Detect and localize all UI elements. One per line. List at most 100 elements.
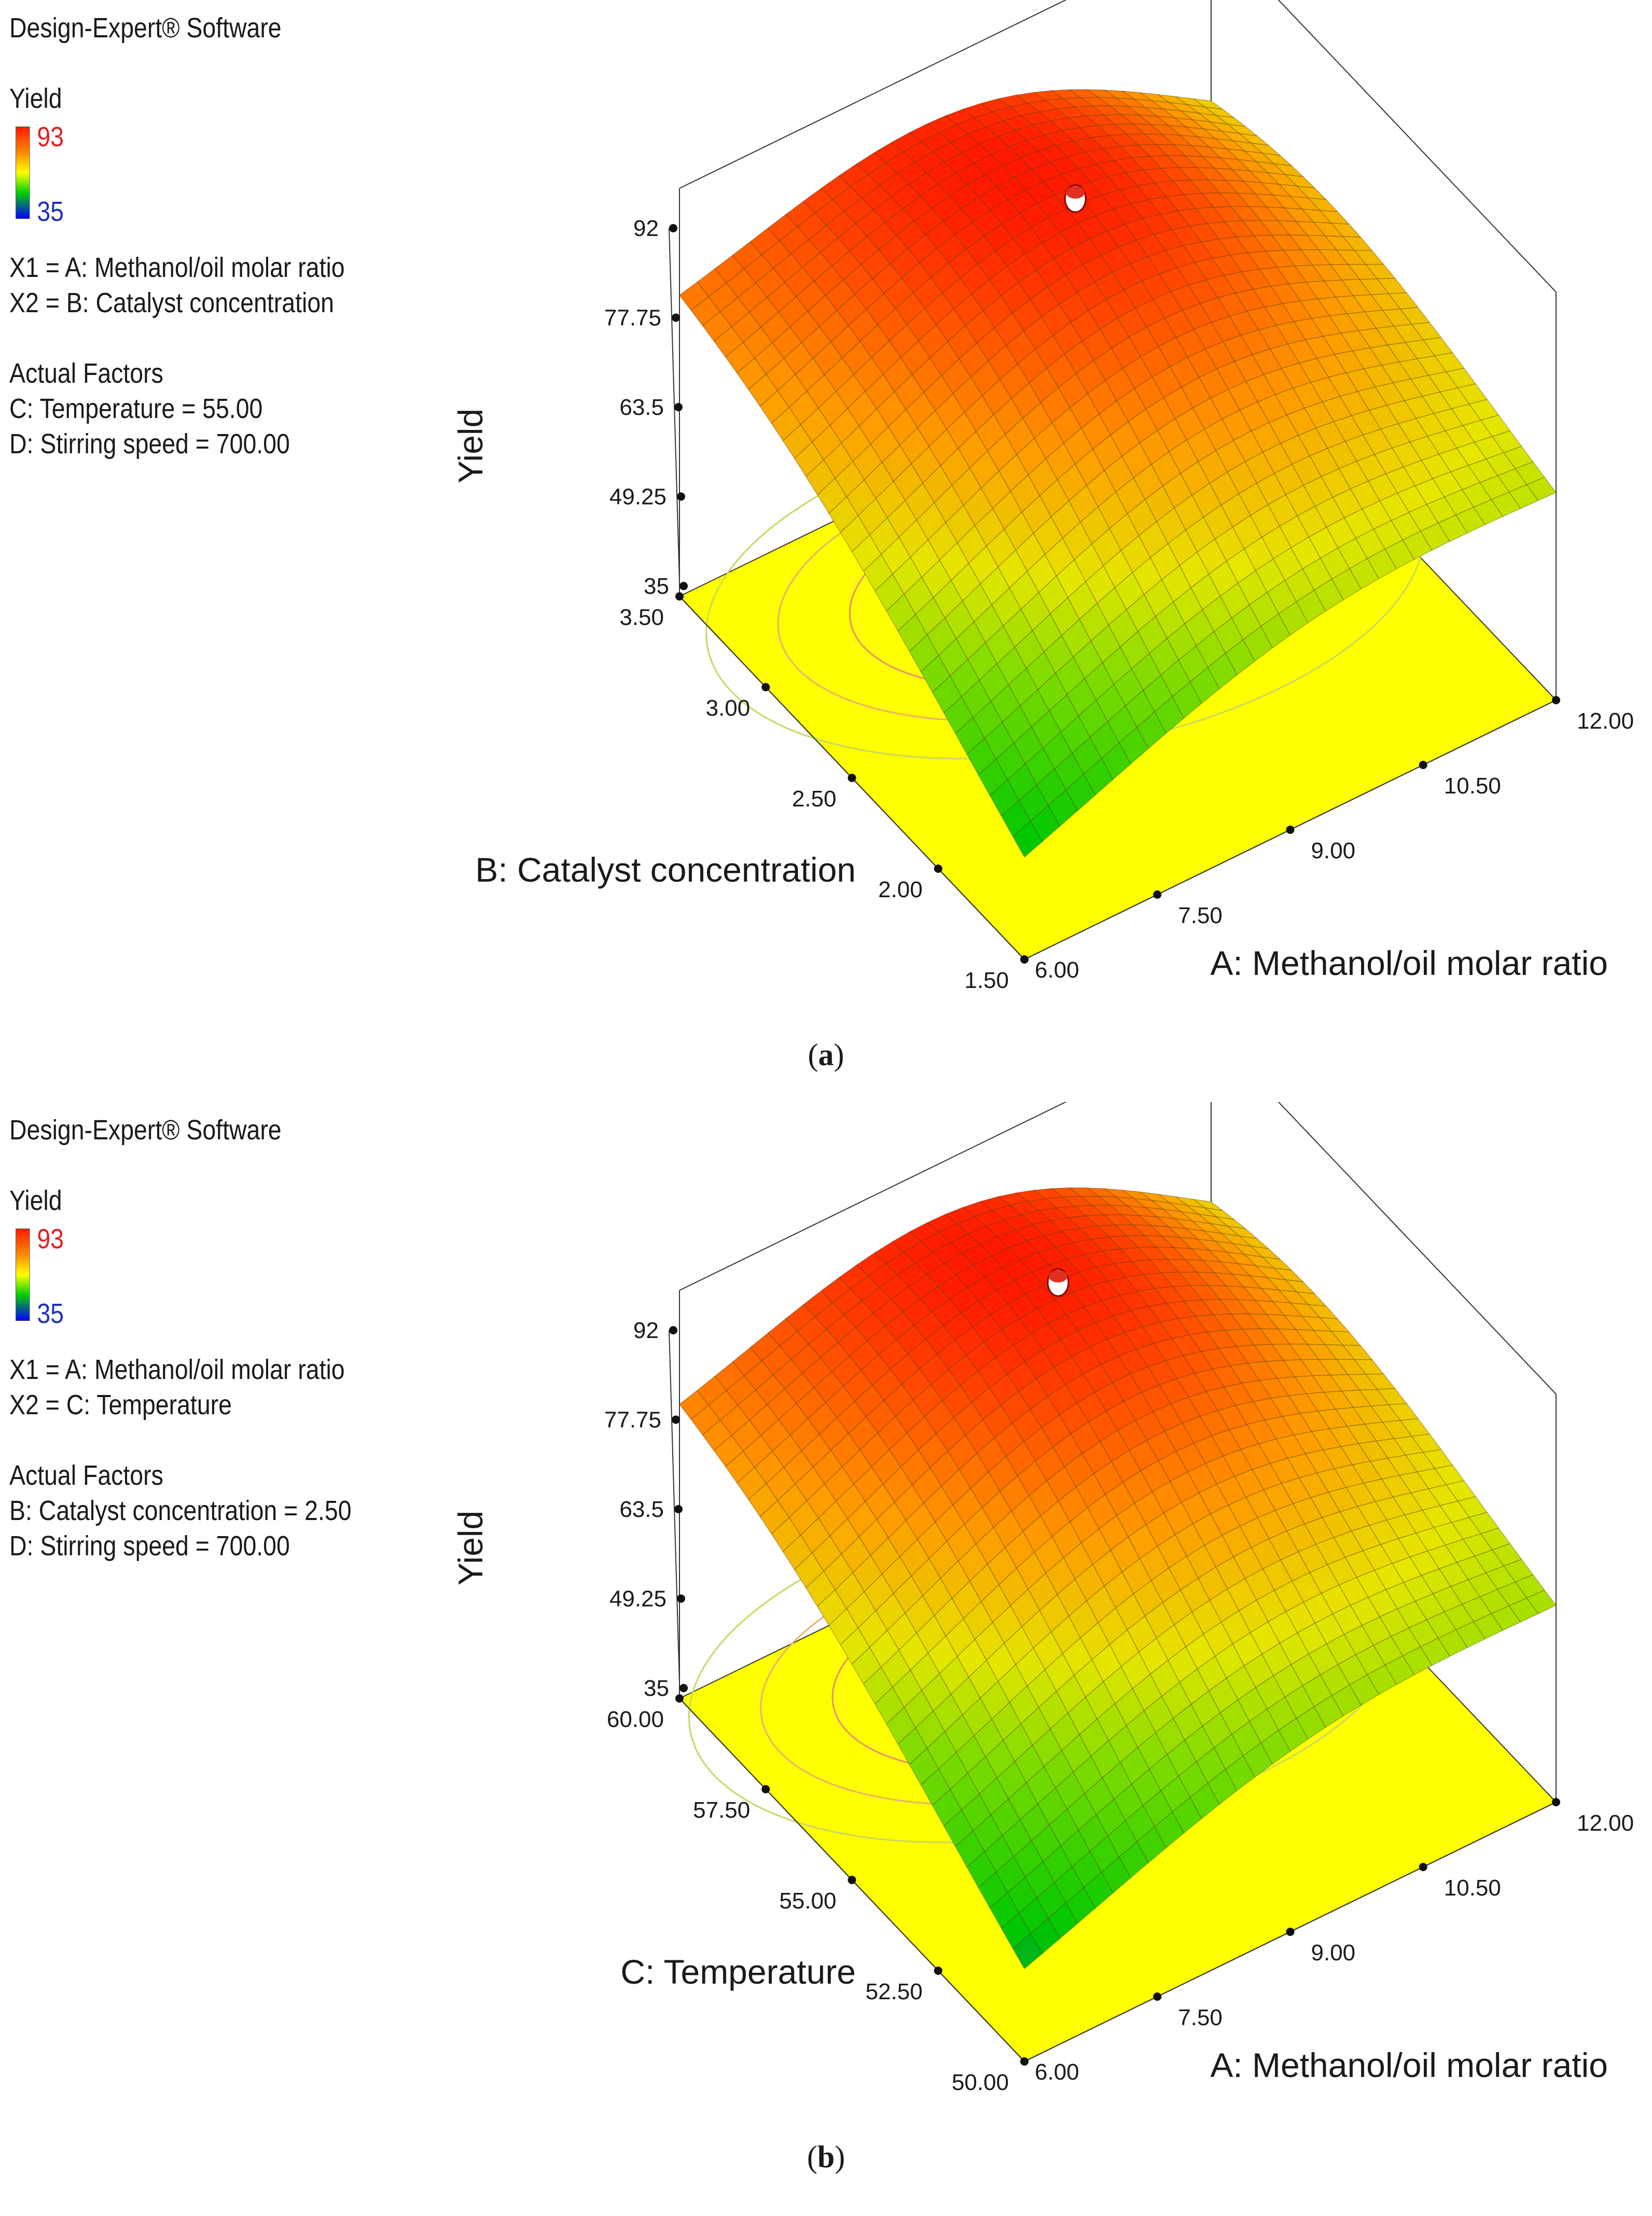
x-axis-title: A: Methanol/oil molar ratio xyxy=(1210,2046,1608,2084)
software-label: Design-Expert® Software xyxy=(9,12,282,44)
actual-factor: C: Temperature = 55.00 xyxy=(9,393,263,424)
z-tick-label: 63.5 xyxy=(619,395,664,420)
y-tick-label: 2.50 xyxy=(792,786,837,812)
x-tick-mark xyxy=(1419,1863,1427,1871)
z-tick-label: 49.25 xyxy=(609,1586,667,1612)
x-tick-label: 7.50 xyxy=(1178,2005,1223,2030)
z-tick-label: 63.5 xyxy=(619,1497,664,1522)
z-tick-label: 35 xyxy=(644,574,669,599)
color-scale xyxy=(16,1229,30,1321)
surface-cell xyxy=(1526,1590,1557,1614)
y-tick-label: 50.00 xyxy=(952,2070,1009,2095)
x-tick-label: 12.00 xyxy=(1577,1810,1634,1836)
z-tick-label: 92 xyxy=(633,216,659,241)
x-tick-mark xyxy=(1552,696,1560,704)
surface-plot-a: 92 77.75 63.5 49.25 35 1.50 2.00 2.50 3.00 3.50 6.… xyxy=(451,0,1634,993)
x-tick-label: 6.00 xyxy=(1035,2059,1079,2085)
z-tick-label: 92 xyxy=(633,1318,659,1343)
y-tick-label: 55.00 xyxy=(779,1888,836,1914)
x-tick-mark xyxy=(1020,955,1029,964)
actual-factor: B: Catalyst concentration = 2.50 xyxy=(9,1495,352,1526)
actual-factor: D: Stirring speed = 700.00 xyxy=(9,1530,290,1562)
z-tick-mark xyxy=(677,492,685,501)
x-tick-mark xyxy=(1020,2057,1029,2066)
z-tick-mark xyxy=(679,582,688,590)
response-label: Yield xyxy=(9,83,62,114)
z-tick-mark xyxy=(674,1505,683,1513)
z-tick-mark xyxy=(669,1326,677,1334)
z-axis-line xyxy=(669,1330,680,1683)
x-tick-label: 10.50 xyxy=(1444,1875,1501,1901)
surface-cell xyxy=(1526,477,1557,501)
z-axis-title: Yield xyxy=(451,1511,490,1585)
z-tick-mark xyxy=(672,313,680,322)
z-tick-label: 77.75 xyxy=(604,1407,661,1433)
y-tick-label: 1.50 xyxy=(964,968,1009,993)
actual-factor: D: Stirring speed = 700.00 xyxy=(9,428,290,459)
z-tick-label: 35 xyxy=(644,1676,669,1701)
z-tick-mark xyxy=(674,403,683,411)
panel-a: 92 77.75 63.5 49.25 35 1.50 2.00 2.50 3.00 3.50 6.… xyxy=(0,0,1652,1089)
x-tick-mark xyxy=(1153,1992,1162,2001)
y-axis-title: B: Catalyst concentration xyxy=(475,851,856,889)
z-tick-label: 77.75 xyxy=(604,305,661,331)
x-tick-label: 7.50 xyxy=(1178,903,1223,928)
y-tick-label: 2.00 xyxy=(878,877,923,902)
color-min-label: 35 xyxy=(37,196,64,227)
y-tick-mark xyxy=(675,1694,684,1703)
y-tick-label: 3.00 xyxy=(706,695,751,721)
y-tick-label: 57.50 xyxy=(693,1797,750,1823)
factor-x2: X2 = B: Catalyst concentration xyxy=(9,287,334,318)
caption-a: (a) xyxy=(808,1038,844,1072)
factor-x2: X2 = C: Temperature xyxy=(9,1389,232,1420)
legend-a: Design-Expert® Software Yield 93 35 X1 =… xyxy=(9,10,345,462)
z-tick-label: 49.25 xyxy=(609,484,667,510)
color-max-label: 93 xyxy=(37,121,64,152)
color-max-label: 93 xyxy=(37,1223,64,1255)
actual-factors-title: Actual Factors xyxy=(9,1460,163,1491)
y-tick-mark xyxy=(761,683,770,691)
x-tick-mark xyxy=(1286,826,1295,834)
y-tick-mark xyxy=(848,1876,856,1884)
y-tick-mark xyxy=(675,592,684,601)
x-tick-mark xyxy=(1419,761,1427,769)
response-label: Yield xyxy=(9,1185,62,1216)
z-tick-mark xyxy=(679,1684,688,1692)
y-tick-mark xyxy=(761,1785,770,1793)
actual-factors-title: Actual Factors xyxy=(9,358,163,389)
color-min-label: 35 xyxy=(37,1298,64,1329)
caption-b: (b) xyxy=(807,2140,845,2174)
x-tick-label: 6.00 xyxy=(1035,957,1079,983)
y-tick-label: 3.50 xyxy=(619,605,664,630)
z-tick-mark xyxy=(669,224,677,232)
surface-mesh xyxy=(679,89,1557,858)
software-label: Design-Expert® Software xyxy=(9,1114,282,1146)
legend-b: Design-Expert® Software Yield 93 35 X1 =… xyxy=(9,1112,352,1564)
design-point-cap xyxy=(1066,186,1085,199)
x-axis-title: A: Methanol/oil molar ratio xyxy=(1210,944,1608,982)
z-tick-mark xyxy=(672,1415,680,1424)
factor-x1: X1 = A: Methanol/oil molar ratio xyxy=(9,252,345,283)
surface-plot-b: 92 77.75 63.5 49.25 35 50.00 52.50 55.00 57.50 60… xyxy=(451,1102,1634,2095)
box-edge xyxy=(679,0,1557,292)
y-axis-title: C: Temperature xyxy=(620,1953,856,1991)
x-tick-label: 10.50 xyxy=(1444,773,1501,799)
x-tick-mark xyxy=(1153,890,1162,899)
factor-x1: X1 = A: Methanol/oil molar ratio xyxy=(9,1354,345,1385)
y-tick-label: 60.00 xyxy=(607,1707,664,1732)
z-axis-title: Yield xyxy=(451,409,490,483)
x-tick-label: 12.00 xyxy=(1577,708,1634,734)
y-tick-mark xyxy=(848,774,856,782)
surface-mesh xyxy=(679,1187,1557,1969)
z-tick-mark xyxy=(677,1594,685,1603)
design-point-cap xyxy=(1049,1270,1067,1283)
color-scale xyxy=(16,127,30,219)
z-axis-line xyxy=(669,228,680,581)
x-tick-label: 9.00 xyxy=(1311,1940,1356,1966)
y-tick-mark xyxy=(934,1967,942,1975)
y-tick-mark xyxy=(934,865,942,873)
x-tick-mark xyxy=(1286,1928,1295,1936)
x-tick-label: 9.00 xyxy=(1311,838,1356,863)
x-tick-mark xyxy=(1552,1798,1560,1806)
y-tick-label: 52.50 xyxy=(866,1979,923,2004)
